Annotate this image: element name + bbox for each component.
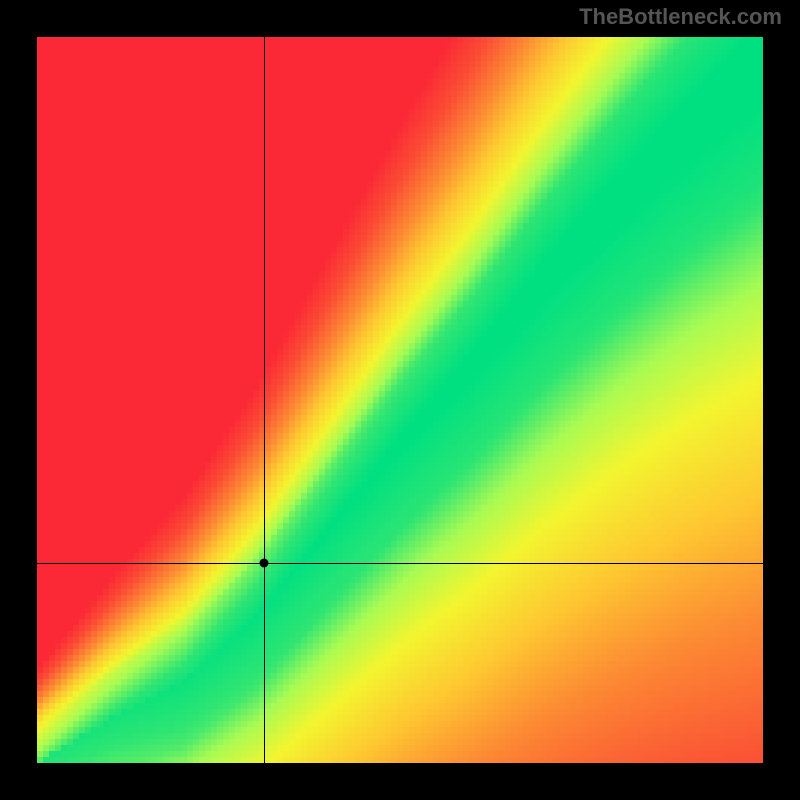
crosshair-vertical bbox=[264, 37, 265, 763]
watermark-text: TheBottleneck.com bbox=[579, 4, 782, 30]
heatmap-plot bbox=[37, 37, 763, 763]
heatmap-canvas bbox=[37, 37, 763, 763]
crosshair-marker bbox=[260, 559, 269, 568]
crosshair-horizontal bbox=[37, 563, 763, 564]
